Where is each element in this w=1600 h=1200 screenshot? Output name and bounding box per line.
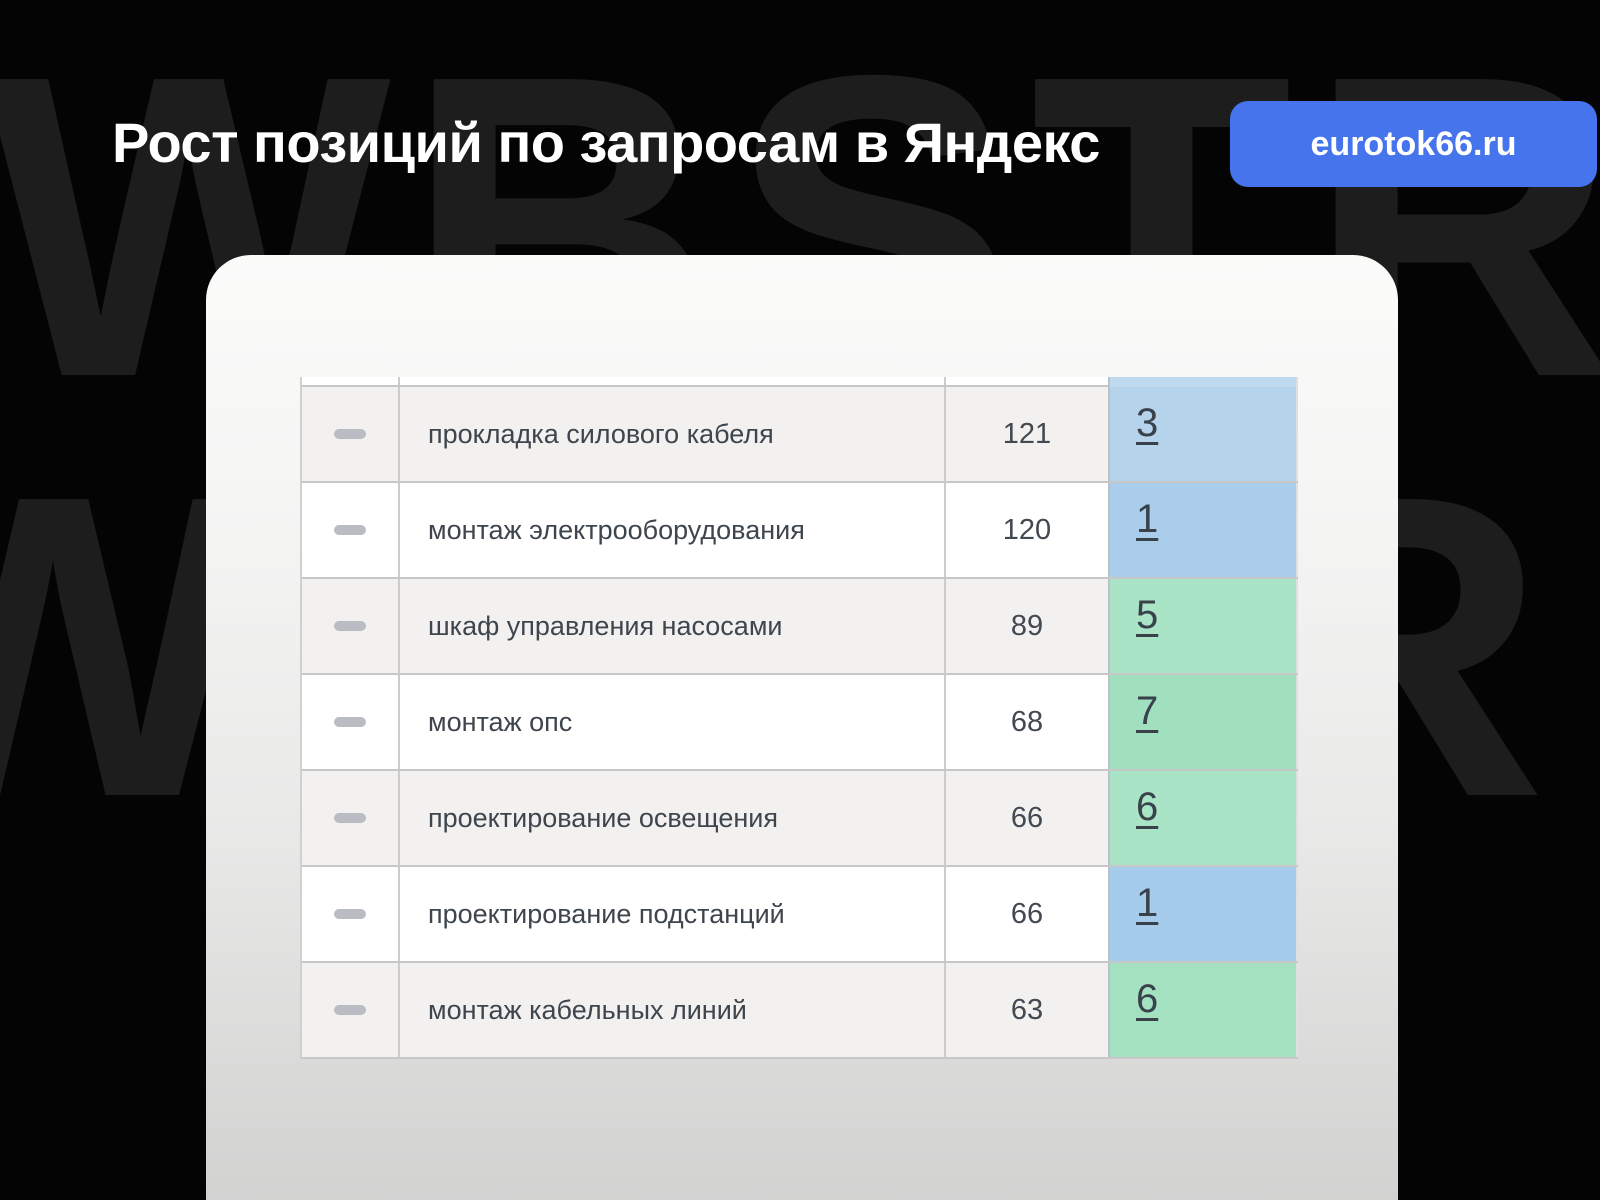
count-cell: 121 xyxy=(944,387,1108,481)
table-row: монтаж кабельных линий 63 6 xyxy=(302,963,1298,1059)
position-cell: 1 xyxy=(1108,867,1298,961)
position-link[interactable]: 1 xyxy=(1136,881,1159,925)
position-link[interactable]: 5 xyxy=(1136,593,1159,637)
position-link[interactable]: 7 xyxy=(1136,689,1159,733)
site-badge[interactable]: eurotok66.ru xyxy=(1230,101,1597,187)
count-cell xyxy=(944,377,1108,385)
query-cell: шкаф управления насосами xyxy=(400,579,944,673)
minus-icon[interactable] xyxy=(334,429,366,439)
count-cell: 89 xyxy=(944,579,1108,673)
query-cell: проектирование освещения xyxy=(400,771,944,865)
handle-cell xyxy=(302,675,400,769)
query-text: монтаж опс xyxy=(428,706,573,737)
count-value: 89 xyxy=(1010,609,1044,642)
cropped-row xyxy=(302,377,1298,391)
table-row: проектирование подстанций 66 1 xyxy=(302,867,1298,963)
count-value: 63 xyxy=(1010,993,1044,1026)
wordstat-table: прокладка силового кабеля 121 3 монтаж э… xyxy=(300,377,1298,1059)
count-value: 121 xyxy=(1002,417,1052,450)
handle-cell xyxy=(302,387,400,481)
table-row: проектирование освещения 66 6 xyxy=(302,771,1298,867)
minus-icon[interactable] xyxy=(334,621,366,631)
table-row: прокладка силового кабеля 121 3 xyxy=(302,387,1298,483)
position-cell: 6 xyxy=(1108,963,1298,1057)
table-row: шкаф управления насосами 89 5 xyxy=(302,579,1298,675)
count-value: 68 xyxy=(1010,705,1044,738)
count-cell: 63 xyxy=(944,963,1108,1057)
page-title: Рост позиций по запросам в Яндекс xyxy=(112,111,1100,174)
site-badge-label: eurotok66.ru xyxy=(1310,124,1517,163)
minus-icon[interactable] xyxy=(334,1005,366,1015)
screenshot-card: прокладка силового кабеля 121 3 монтаж э… xyxy=(206,255,1398,1200)
minus-icon[interactable] xyxy=(334,717,366,727)
handle-cell xyxy=(302,377,400,385)
minus-icon[interactable] xyxy=(334,813,366,823)
position-link[interactable]: 3 xyxy=(1136,401,1159,445)
handle-cell xyxy=(302,483,400,577)
position-link[interactable]: 6 xyxy=(1136,785,1159,829)
table-row: монтаж электрооборудования 120 1 xyxy=(302,483,1298,579)
minus-icon[interactable] xyxy=(334,909,366,919)
query-cell: монтаж кабельных линий xyxy=(400,963,944,1057)
query-text: прокладка силового кабеля xyxy=(428,418,774,449)
position-cell: 5 xyxy=(1108,579,1298,673)
query-text: шкаф управления насосами xyxy=(428,610,783,641)
position-cell: 3 xyxy=(1108,387,1298,481)
handle-cell xyxy=(302,771,400,865)
query-text: монтаж кабельных линий xyxy=(428,994,747,1025)
query-cell: монтаж электрооборудования xyxy=(400,483,944,577)
count-value: 66 xyxy=(1010,801,1044,834)
count-cell: 66 xyxy=(944,771,1108,865)
count-cell: 68 xyxy=(944,675,1108,769)
query-text: монтаж электрооборудования xyxy=(428,514,805,545)
position-cell: 6 xyxy=(1108,771,1298,865)
position-cell: 7 xyxy=(1108,675,1298,769)
minus-icon[interactable] xyxy=(334,525,366,535)
position-link[interactable]: 6 xyxy=(1136,977,1159,1021)
handle-cell xyxy=(302,579,400,673)
position-cell: 1 xyxy=(1108,483,1298,577)
query-cell: прокладка силового кабеля xyxy=(400,387,944,481)
query-cell xyxy=(400,377,944,385)
query-text: проектирование подстанций xyxy=(428,898,785,929)
query-text: проектирование освещения xyxy=(428,802,778,833)
handle-cell xyxy=(302,963,400,1057)
count-cell: 66 xyxy=(944,867,1108,961)
table-row: монтаж опс 68 7 xyxy=(302,675,1298,771)
count-cell: 120 xyxy=(944,483,1108,577)
count-value: 120 xyxy=(1002,513,1052,546)
count-value: 66 xyxy=(1010,897,1044,930)
query-cell: проектирование подстанций xyxy=(400,867,944,961)
query-cell: монтаж опс xyxy=(400,675,944,769)
handle-cell xyxy=(302,867,400,961)
position-link[interactable]: 1 xyxy=(1136,497,1159,541)
